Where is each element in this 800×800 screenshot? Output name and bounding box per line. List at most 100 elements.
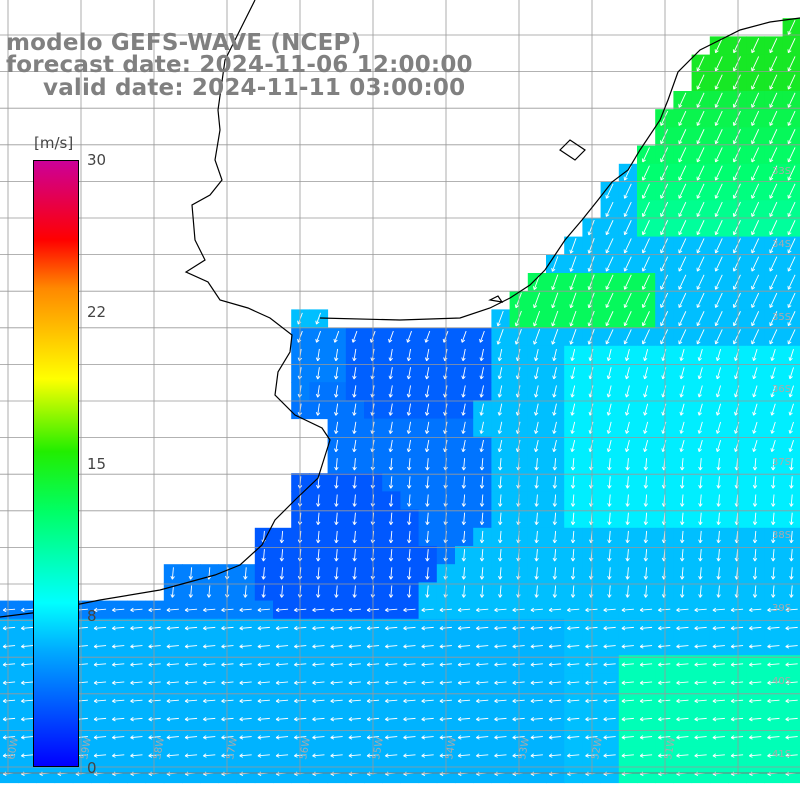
wind-arrow	[625, 530, 630, 544]
wind-arrow	[749, 717, 762, 722]
wind-arrow	[534, 476, 539, 489]
wind-arrow	[769, 220, 778, 236]
wind-arrow	[476, 735, 489, 740]
wind-arrow	[751, 92, 760, 108]
wind-arrow	[130, 644, 143, 649]
wind-arrow	[461, 567, 466, 580]
wind-arrow	[406, 439, 412, 453]
wind-arrow	[643, 421, 649, 434]
wind-arrow	[388, 403, 393, 416]
wind-arrow	[166, 680, 179, 685]
wind-arrow	[787, 56, 796, 72]
wind-arrow	[221, 717, 234, 722]
wind-arrow	[676, 753, 689, 758]
wind-arrow	[714, 74, 723, 90]
wind-arrow	[625, 494, 630, 507]
wind-arrow	[696, 256, 705, 272]
wind-arrow	[93, 753, 107, 758]
wind-arrow	[548, 735, 562, 740]
wind-arrow	[714, 92, 723, 108]
wind-arrow	[660, 329, 669, 345]
wind-arrow	[698, 549, 703, 562]
wind-arrow	[625, 585, 630, 598]
wind-arrow	[587, 292, 595, 309]
wind-arrow	[643, 403, 649, 416]
wind-arrow	[479, 367, 484, 380]
lat-label: 33S	[772, 166, 791, 177]
wind-arrow	[479, 530, 485, 544]
wind-arrow	[639, 662, 653, 667]
wind-arrow	[771, 549, 776, 562]
wind-arrow	[239, 735, 252, 740]
wind-arrow	[585, 644, 598, 649]
wind-arrow	[352, 585, 357, 598]
wind-arrow	[457, 753, 471, 758]
wind-arrow	[461, 476, 466, 489]
colorbar	[33, 160, 79, 767]
wind-arrow	[166, 644, 179, 649]
wind-arrow	[403, 680, 416, 685]
wind-arrow	[751, 311, 760, 327]
wind-arrow	[312, 607, 325, 613]
wind-arrow	[788, 403, 794, 416]
wind-arrow	[21, 735, 34, 740]
wind-arrow	[348, 753, 361, 758]
wind-arrow	[498, 585, 503, 598]
wind-arrow	[239, 644, 252, 649]
wind-arrow	[787, 129, 796, 145]
wind-arrow	[785, 680, 798, 685]
wind-arrow	[570, 549, 576, 562]
wind-arrow	[352, 476, 357, 489]
wind-arrow	[607, 458, 612, 471]
wind-arrow	[534, 512, 539, 525]
wind-arrow	[785, 735, 798, 740]
wind-arrow	[424, 439, 430, 453]
wind-arrow	[769, 92, 778, 108]
wind-arrow	[257, 607, 270, 613]
wind-arrow	[603, 698, 616, 704]
wind-arrow	[605, 183, 614, 199]
wind-arrow	[716, 549, 721, 562]
wind-arrow	[749, 644, 762, 649]
wind-arrow	[257, 753, 270, 758]
wind-arrow	[624, 348, 630, 362]
wind-arrow	[712, 662, 725, 667]
wind-arrow	[751, 129, 760, 145]
wind-arrow	[479, 439, 484, 453]
wind-arrow	[333, 330, 340, 343]
wind-arrow	[749, 626, 762, 631]
wind-arrow	[643, 530, 648, 544]
wind-arrow	[730, 644, 744, 649]
wind-arrow	[552, 512, 557, 525]
wind-arrow	[406, 385, 412, 398]
wind-arrow	[494, 717, 507, 722]
wind-arrow	[587, 274, 595, 290]
wind-arrow	[316, 567, 321, 580]
wind-arrow	[457, 717, 471, 722]
wind-arrow	[461, 367, 466, 380]
wind-arrow	[221, 735, 234, 740]
wind-arrow	[112, 717, 125, 722]
wind-arrow	[714, 311, 723, 327]
wind-arrow	[749, 735, 762, 740]
wind-arrow	[184, 607, 198, 613]
wind-arrow	[498, 549, 503, 562]
wind-arrow	[221, 626, 234, 631]
wind-arrow	[569, 329, 577, 345]
wind-arrow	[696, 183, 705, 199]
wind-arrow	[730, 662, 744, 667]
wind-arrow	[696, 220, 705, 236]
wind-arrow	[752, 530, 758, 544]
wind-arrow	[548, 753, 562, 758]
wind-arrow	[257, 626, 270, 631]
wind-arrow	[569, 292, 577, 309]
wind-arrow	[93, 735, 107, 740]
wind-arrow	[696, 147, 705, 163]
wind-arrow	[421, 662, 434, 667]
wind-arrow	[388, 458, 394, 471]
wind-arrow	[457, 607, 471, 613]
wind-arrow	[715, 349, 722, 361]
wind-arrow	[406, 403, 412, 416]
wind-arrow	[694, 735, 707, 740]
wind-arrow	[660, 201, 669, 217]
